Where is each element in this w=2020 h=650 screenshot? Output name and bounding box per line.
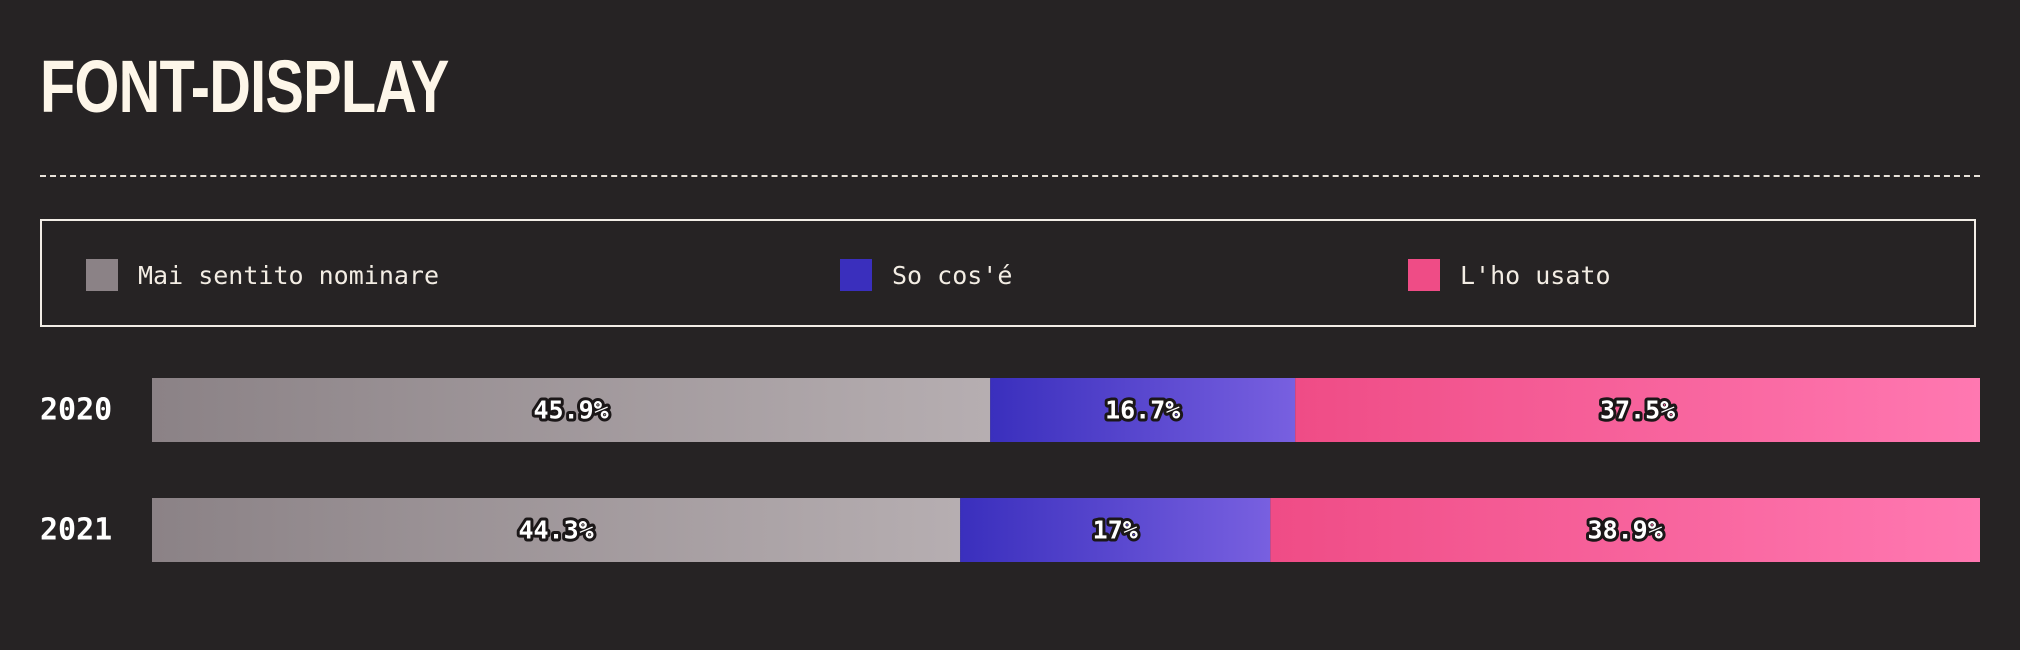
legend-item-lho-usato[interactable]: L'ho usato (1408, 259, 1611, 291)
value-label-2021-mai-sentito-nominare: 44.3% (518, 516, 593, 545)
bar-segment-2020-mai-sentito-nominare[interactable] (152, 378, 991, 442)
legend-item-so-cose[interactable]: So cos'é (840, 259, 1012, 291)
legend: Mai sentito nominare So cos'é L'ho usato (40, 219, 1976, 327)
value-label-2020-mai-sentito-nominare: 45.9% (533, 396, 608, 425)
category-label-2021: 2021 (40, 513, 112, 548)
legend-swatch-so-cose (840, 259, 872, 291)
bar-segment-2020-so-cos[interactable] (990, 378, 1296, 442)
category-label-2020: 2020 (40, 393, 112, 428)
value-label-2021-l-ho-usato: 38.9% (1588, 516, 1663, 545)
legend-swatch-mai-sentito-nominare (86, 259, 118, 291)
bar-segment-2021-so-cos[interactable] (960, 498, 1271, 562)
bars-layer (152, 378, 1980, 562)
bar-segment-2020-l-ho-usato[interactable] (1295, 378, 1980, 442)
legend-item-mai-sentito-nominare[interactable]: Mai sentito nominare (86, 259, 439, 291)
chart-title: FONT-DISPLAY (40, 45, 449, 128)
legend-label-lho-usato: L'ho usato (1460, 260, 1611, 290)
legend-label-so-cose: So cos'é (892, 260, 1013, 290)
labels-layer: 2020 45.9% 16.7% 37.5% 2021 44.3% 17% 38.9% (40, 393, 1678, 548)
legend-swatch-lho-usato (1408, 259, 1440, 291)
bar-segment-2021-l-ho-usato[interactable] (1270, 498, 1980, 562)
value-label-2021-so-cos: 17% (1093, 516, 1138, 545)
legend-label-mai-sentito-nominare: Mai sentito nominare (138, 260, 440, 290)
value-label-2020-l-ho-usato: 37.5% (1600, 396, 1675, 425)
bar-segment-2021-mai-sentito-nominare[interactable] (152, 498, 961, 562)
value-label-2020-so-cos: 16.7% (1105, 396, 1180, 425)
title-divider (40, 175, 1980, 177)
